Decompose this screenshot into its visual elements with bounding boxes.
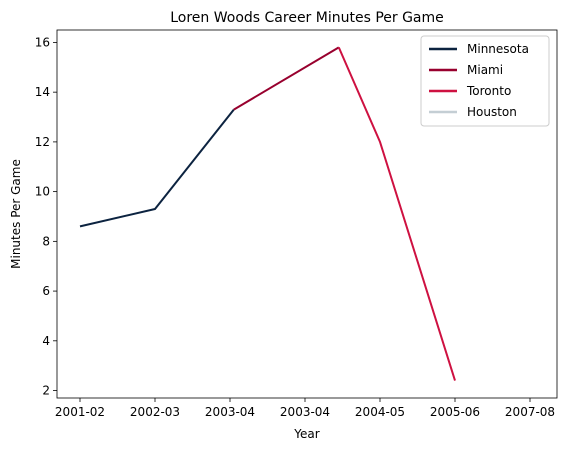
legend-label: Minnesota xyxy=(467,42,529,56)
chart-title: Loren Woods Career Minutes Per Game xyxy=(170,10,444,26)
x-axis-label: Year xyxy=(293,427,319,441)
x-tick-label: 2005-06 xyxy=(430,405,480,419)
y-axis: 2 4 6 8 10 12 14 16 xyxy=(35,35,57,398)
y-tick-label: 4 xyxy=(42,334,50,348)
series-line-minnesota xyxy=(79,108,235,228)
x-tick-label: 2007-08 xyxy=(505,405,555,419)
y-tick-label: 2 xyxy=(42,384,50,398)
x-tick-label: 2003-04 xyxy=(280,405,330,419)
y-tick-label: 8 xyxy=(42,234,50,248)
y-tick-label: 10 xyxy=(35,185,50,199)
y-tick-label: 12 xyxy=(35,135,50,149)
series-line-toronto xyxy=(337,47,456,381)
y-tick-label: 16 xyxy=(35,35,50,49)
legend-label: Toronto xyxy=(466,84,511,98)
legend-box xyxy=(420,35,550,127)
y-tick-label: 6 xyxy=(42,284,50,298)
series-layer xyxy=(79,46,456,381)
y-axis-label: Minutes Per Game xyxy=(9,159,23,269)
legend-label: Houston xyxy=(467,105,517,119)
x-tick-label: 2004-05 xyxy=(355,405,405,419)
legend: Minnesota Miami Toronto Houston xyxy=(420,35,550,127)
y-tick-label: 14 xyxy=(35,85,50,99)
x-tick-label: 2002-03 xyxy=(130,405,180,419)
plot-frame xyxy=(56,29,558,399)
series-line-miami xyxy=(233,46,340,111)
x-tick-label: 2003-04 xyxy=(205,405,255,419)
legend-label: Miami xyxy=(467,63,503,77)
x-axis: 2001-02 2002-03 2003-04 2003-04 2004-05 2005-… xyxy=(55,398,555,419)
x-tick-label: 2001-02 xyxy=(55,405,105,419)
